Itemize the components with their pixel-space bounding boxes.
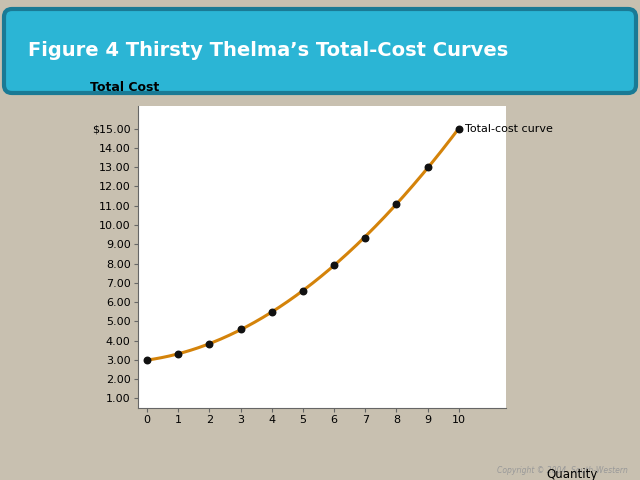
Point [267, 308, 277, 315]
Point [142, 356, 152, 364]
FancyBboxPatch shape [4, 9, 636, 93]
Point [391, 200, 401, 208]
Text: Figure 4 Thirsty Thelma’s Total-Cost Curves: Figure 4 Thirsty Thelma’s Total-Cost Cur… [28, 41, 508, 60]
Text: Copyright © 2004  South-Western: Copyright © 2004 South-Western [497, 466, 628, 475]
Point [173, 350, 183, 358]
Text: Total-cost curve: Total-cost curve [465, 124, 553, 134]
Text: Total Cost: Total Cost [90, 81, 159, 94]
Point [329, 262, 339, 269]
Point [298, 287, 308, 294]
Point [204, 341, 214, 348]
Text: Quantity
of Output
(glasses of lemonade per hour): Quantity of Output (glasses of lemonade … [479, 468, 640, 480]
Point [422, 163, 433, 171]
Point [360, 234, 371, 241]
Point [236, 325, 246, 333]
Point [454, 125, 464, 132]
